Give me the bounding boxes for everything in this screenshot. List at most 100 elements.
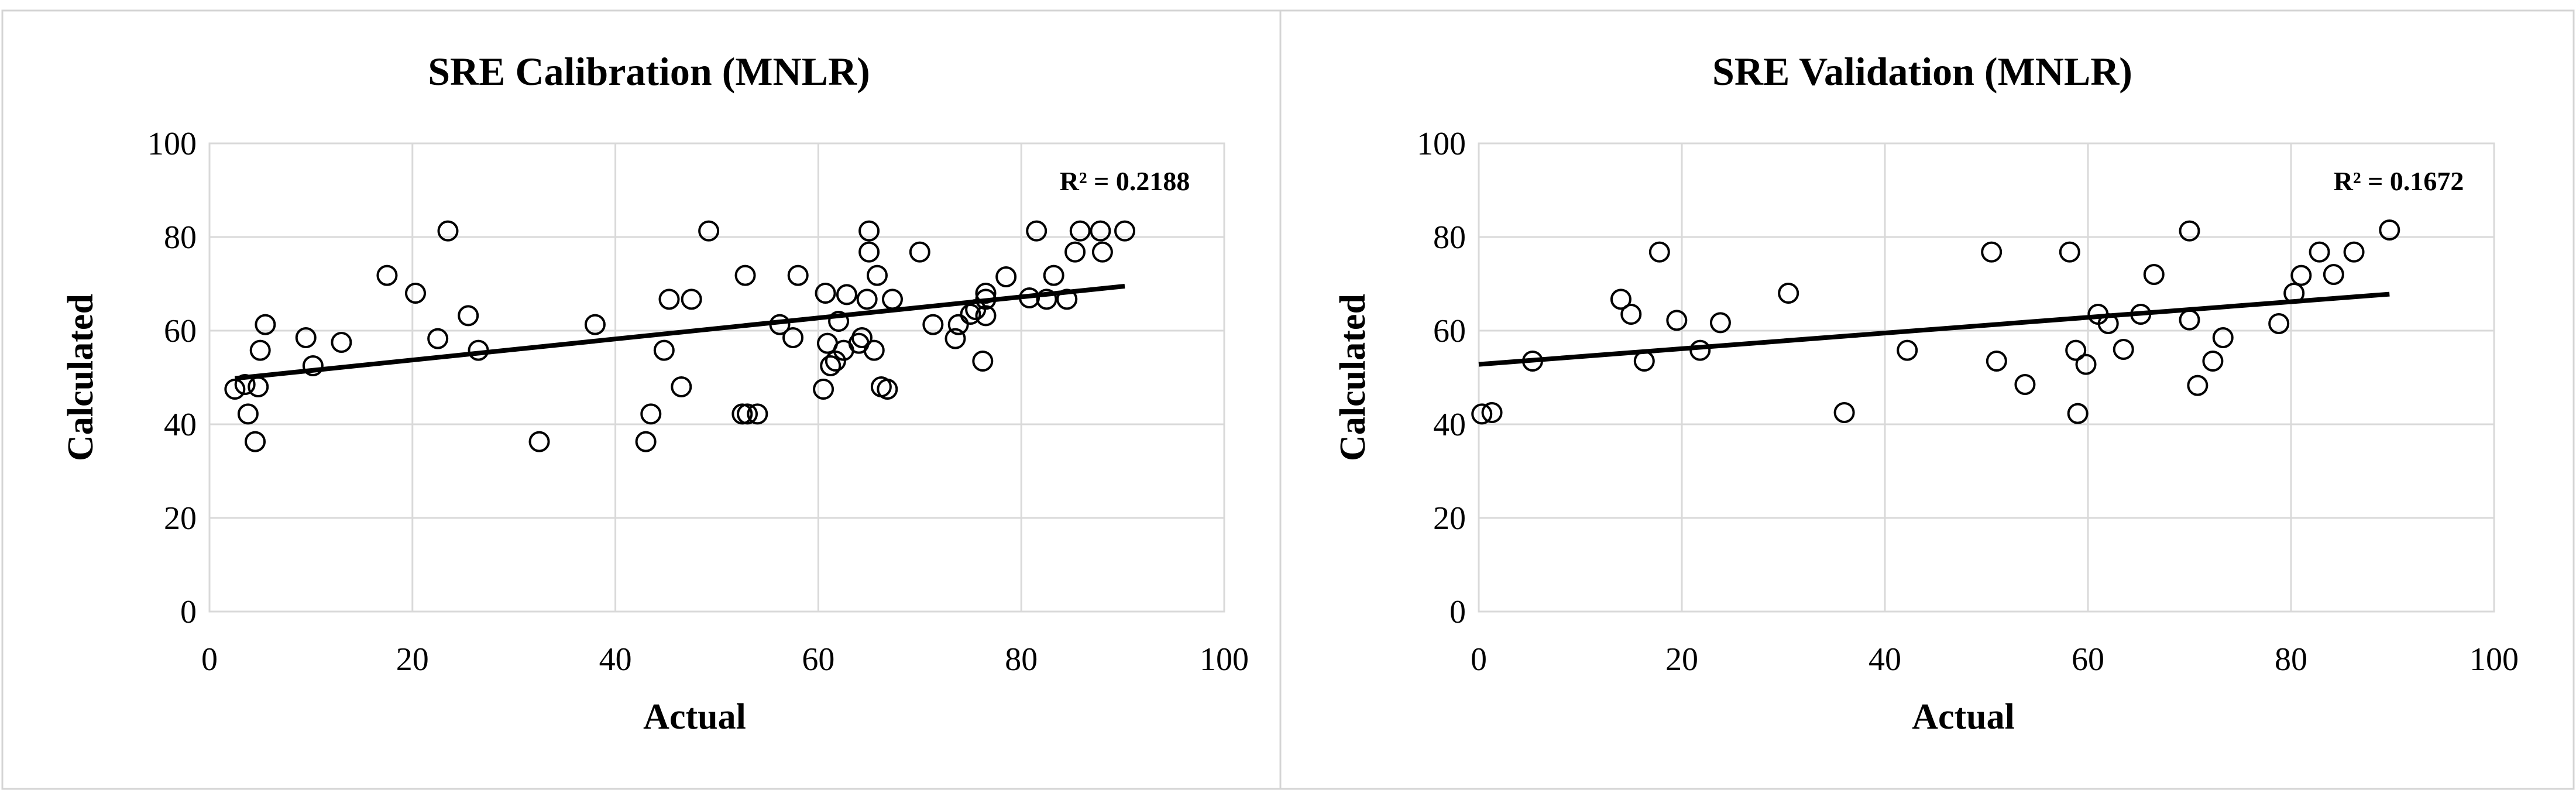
data-point [836,284,857,305]
data-point [1648,241,1670,263]
data-point [922,314,944,335]
data-point [427,328,449,349]
data-point [584,314,606,335]
x-tick-label: 60 [802,641,834,678]
data-point [376,265,398,286]
chart-title: SRE Calibration (MNLR) [428,49,870,94]
data-point [255,314,276,335]
y-tick-label: 0 [180,594,197,630]
data-point [2065,339,2087,361]
data-point [2067,403,2089,424]
trendline [234,284,1125,381]
data-point [856,289,878,310]
data-point [851,327,873,348]
data-point [731,403,753,425]
data-point [2323,264,2344,285]
data-point [858,241,880,263]
data-point [1090,220,1111,242]
r-squared-label: R² = 0.1672 [2334,166,2464,196]
data-point [302,355,324,376]
data-point [2309,241,2330,263]
data-point [1091,241,1113,263]
data-point [671,376,692,397]
y-tick-label: 40 [164,407,197,443]
data-point [437,220,459,242]
data-point [2343,241,2365,263]
data-point [1026,220,1047,242]
data-point [237,403,259,425]
data-point [960,304,981,325]
r-squared-label: R² = 0.2188 [1060,166,1190,196]
data-point [1471,403,1493,425]
y-tick-label: 60 [1433,313,1466,349]
data-point [458,305,479,327]
y-tick-label: 0 [1450,594,1466,630]
y-axis-title: Calculated [61,294,101,461]
data-point [1036,289,1057,310]
x-tick-label: 80 [2275,641,2307,678]
data-point [224,379,246,400]
data-point [863,339,885,361]
data-point [747,403,768,425]
data-point [813,379,834,400]
y-tick-label: 40 [1433,407,1466,443]
data-point [1610,289,1632,310]
data-point [947,314,969,335]
x-tick-label: 40 [599,641,632,678]
y-tick-label: 100 [1417,126,1466,162]
data-point [1778,283,1799,304]
data-point [1620,304,1642,325]
plot-area: 0 20 40 60 80 100 0 20 40 60 80 100 [147,126,1249,678]
x-tick-label: 100 [1200,641,1249,678]
chart-panel-validation: SRE Validation (MNLR) 0 20 40 60 80 100 0 20 40 6… [1279,9,2575,790]
data-point [331,332,352,353]
data-point [2014,374,2036,395]
data-point [640,403,662,425]
data-point [1709,312,1731,334]
x-tick-label: 20 [396,641,429,678]
data-point [828,311,850,332]
data-point [2143,264,2165,285]
data-point [975,305,997,327]
y-tick-label: 20 [1433,500,1466,537]
data-point [1986,351,2007,372]
data-point [944,328,966,349]
trendline [1478,291,2390,367]
plot-area: 0 20 40 60 80 100 0 20 40 60 80 100 [1417,126,2519,678]
x-tick-label: 20 [1665,641,1698,678]
x-tick-label: 100 [2469,641,2519,678]
data-point [737,403,758,425]
data-point [858,220,880,242]
chart-panel-border [1279,9,2575,790]
data-point [909,241,930,263]
data-point [528,431,550,452]
data-point [782,327,804,348]
data-point [2379,219,2400,241]
y-tick-label: 100 [147,126,197,162]
chart-title: SRE Validation (MNLR) [1712,49,2132,94]
data-point [245,431,266,452]
data-point [2290,265,2312,286]
data-point [1897,339,1918,361]
data-point [1043,265,1064,286]
data-point [1064,241,1086,263]
data-point [1981,241,2003,263]
data-point [681,289,702,310]
y-tick-label: 80 [164,219,197,256]
data-point [995,266,1017,287]
x-axis-title: Actual [1912,697,2015,737]
chart-panel-calibration: SRE Calibration (MNLR) 0 20 40 60 80 100 0 20 40… [1,9,1297,790]
data-point [1666,310,1688,331]
data-point [2059,241,2080,263]
data-point [734,265,756,286]
data-point [698,220,720,242]
data-point [405,283,427,304]
data-point [972,351,994,372]
plot-frame [208,142,1225,613]
y-axis-title: Calculated [1333,294,1373,461]
y-tick-label: 60 [164,313,197,349]
chart-panel-border [1,9,1297,790]
data-point [295,327,317,348]
data-point [2113,339,2134,360]
